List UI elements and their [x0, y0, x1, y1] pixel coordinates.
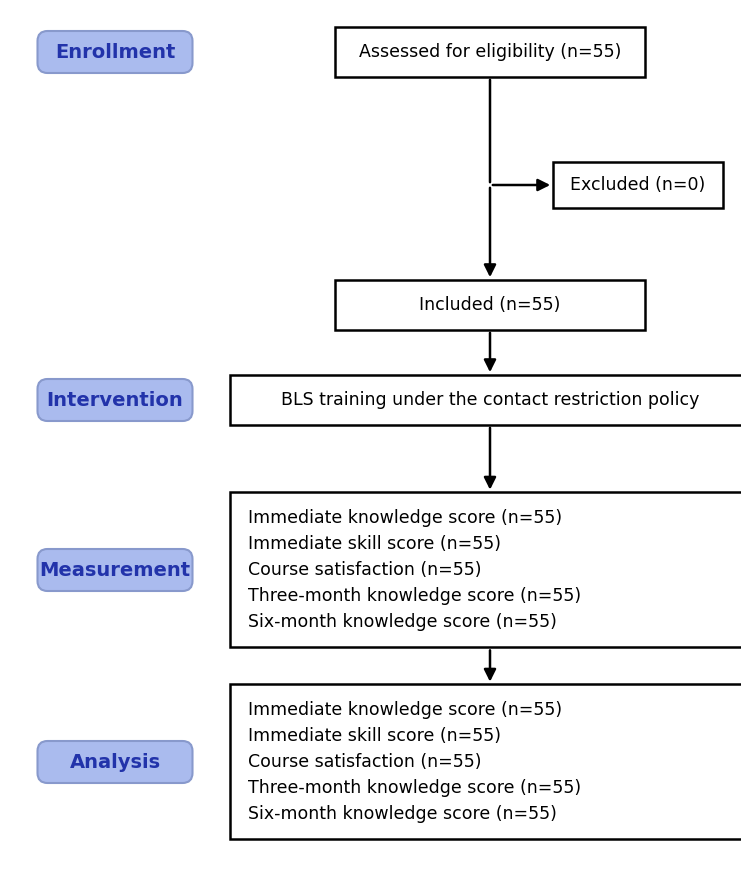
FancyBboxPatch shape: [38, 31, 193, 73]
Text: Excluded (n=0): Excluded (n=0): [571, 176, 705, 194]
Text: Assessed for eligibility (n=55): Assessed for eligibility (n=55): [359, 43, 621, 61]
Text: Immediate skill score (n=55): Immediate skill score (n=55): [248, 728, 501, 745]
Text: Three-month knowledge score (n=55): Three-month knowledge score (n=55): [248, 779, 581, 797]
Text: Six-month knowledge score (n=55): Six-month knowledge score (n=55): [248, 613, 557, 631]
Text: Six-month knowledge score (n=55): Six-month knowledge score (n=55): [248, 805, 557, 823]
FancyBboxPatch shape: [553, 162, 723, 208]
Text: Analysis: Analysis: [70, 753, 161, 771]
FancyBboxPatch shape: [230, 685, 741, 840]
Text: BLS training under the contact restriction policy: BLS training under the contact restricti…: [281, 391, 700, 409]
FancyBboxPatch shape: [230, 493, 741, 648]
Text: Three-month knowledge score (n=55): Three-month knowledge score (n=55): [248, 587, 581, 605]
Text: Measurement: Measurement: [39, 561, 190, 580]
FancyBboxPatch shape: [335, 280, 645, 330]
FancyBboxPatch shape: [38, 549, 193, 591]
FancyBboxPatch shape: [230, 375, 741, 425]
FancyBboxPatch shape: [335, 27, 645, 77]
Text: Immediate knowledge score (n=55): Immediate knowledge score (n=55): [248, 509, 562, 528]
Text: Course satisfaction (n=55): Course satisfaction (n=55): [248, 561, 482, 579]
Text: Enrollment: Enrollment: [55, 42, 175, 62]
FancyBboxPatch shape: [38, 741, 193, 783]
Text: Immediate knowledge score (n=55): Immediate knowledge score (n=55): [248, 702, 562, 719]
Text: Course satisfaction (n=55): Course satisfaction (n=55): [248, 753, 482, 771]
Text: Included (n=55): Included (n=55): [419, 296, 561, 314]
FancyBboxPatch shape: [38, 379, 193, 421]
Text: Immediate skill score (n=55): Immediate skill score (n=55): [248, 535, 501, 553]
Text: Intervention: Intervention: [47, 391, 183, 409]
